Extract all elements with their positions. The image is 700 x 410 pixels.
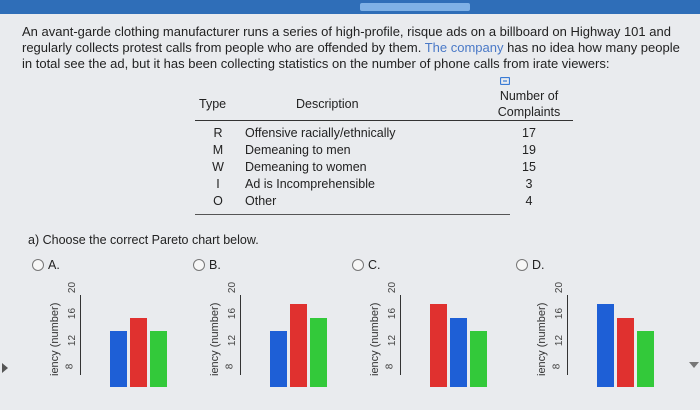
y-axis-label: iency (number) bbox=[209, 302, 221, 376]
pareto-chart-option-d[interactable]: iency (number) 20 16 12 8 bbox=[536, 281, 685, 405]
bar-blue bbox=[450, 317, 467, 387]
problem-text-highlight: The company bbox=[424, 40, 504, 55]
option-label: B. bbox=[209, 258, 221, 272]
y-tick-label: 20 bbox=[227, 281, 239, 293]
pareto-chart-option-a[interactable]: iency (number) 20 16 12 8 bbox=[49, 281, 198, 405]
table-row: R Offensive racially/ethnically 17 bbox=[213, 126, 536, 140]
option-label: D. bbox=[532, 258, 545, 272]
table-header-row: Type Description Number of Complaints bbox=[195, 88, 573, 121]
y-tick-label: 8 bbox=[224, 363, 236, 370]
bar-red bbox=[290, 304, 307, 387]
pareto-chart-option-b[interactable]: iency (number) 20 16 12 8 bbox=[209, 281, 358, 405]
y-tick-label: 12 bbox=[67, 334, 79, 346]
y-tick-label: 20 bbox=[554, 281, 566, 293]
bar-green bbox=[470, 330, 487, 387]
y-tick-label: 20 bbox=[67, 281, 79, 293]
y-axis-line bbox=[80, 295, 81, 375]
header-type: Type bbox=[199, 97, 227, 111]
option-c-radio[interactable]: C. bbox=[352, 258, 381, 272]
problem-text-part1: An avant-garde clothing manufacturer run… bbox=[22, 24, 671, 55]
scroll-down-icon[interactable] bbox=[689, 362, 699, 368]
y-axis-label: iency (number) bbox=[49, 302, 61, 376]
radio-button-icon[interactable] bbox=[516, 259, 528, 271]
y-tick-label: 8 bbox=[384, 363, 396, 370]
pareto-chart-option-c[interactable]: iency (number) 20 16 12 8 bbox=[369, 281, 518, 405]
header-description: Description bbox=[296, 97, 359, 111]
complaints-table: Type Description Number of Complaints R Of… bbox=[195, 88, 573, 210]
bar-blue bbox=[270, 330, 287, 387]
expand-table-icon[interactable] bbox=[500, 77, 510, 85]
bar-blue bbox=[597, 304, 614, 387]
problem-text: An avant-garde clothing manufacturer run… bbox=[22, 24, 687, 72]
bar-green bbox=[637, 330, 654, 387]
option-b-radio[interactable]: B. bbox=[193, 258, 221, 272]
table-row: I Ad is Incomprehensible 3 bbox=[216, 177, 533, 191]
y-axis-label: iency (number) bbox=[369, 302, 381, 376]
header-highlight bbox=[360, 3, 470, 11]
scroll-left-icon[interactable] bbox=[2, 363, 8, 373]
y-tick-label: 16 bbox=[387, 308, 399, 320]
y-tick-label: 8 bbox=[64, 363, 76, 370]
bar-blue bbox=[110, 330, 127, 387]
option-d-radio[interactable]: D. bbox=[516, 258, 545, 272]
y-tick-label: 12 bbox=[387, 334, 399, 346]
header-number: Number of Complaints bbox=[497, 89, 561, 119]
table-row: M Demeaning to men 19 bbox=[212, 143, 536, 157]
table-row: O Other 4 bbox=[213, 194, 533, 208]
y-tick-label: 16 bbox=[227, 308, 239, 320]
y-tick-label: 16 bbox=[554, 308, 566, 320]
radio-button-icon[interactable] bbox=[193, 259, 205, 271]
question-text: a) Choose the correct Pareto chart below… bbox=[28, 233, 259, 247]
option-a-radio[interactable]: A. bbox=[32, 258, 60, 272]
bar-green bbox=[150, 330, 167, 387]
y-axis-line bbox=[400, 295, 401, 375]
option-label: A. bbox=[48, 258, 60, 272]
bar-red bbox=[617, 317, 634, 387]
y-tick-label: 16 bbox=[67, 308, 79, 320]
table-row: W Demeaning to women 15 bbox=[212, 160, 536, 174]
y-tick-label: 12 bbox=[554, 334, 566, 346]
table-bottom-rule bbox=[195, 214, 510, 215]
radio-button-icon[interactable] bbox=[352, 259, 364, 271]
y-axis-line bbox=[567, 295, 568, 375]
bar-green bbox=[310, 317, 327, 387]
bar-red bbox=[430, 304, 447, 387]
y-tick-label: 8 bbox=[551, 363, 563, 370]
problem-text-part2: has no idea how many people in total see… bbox=[22, 40, 680, 71]
y-tick-label: 12 bbox=[227, 334, 239, 346]
option-label: C. bbox=[368, 258, 381, 272]
radio-button-icon[interactable] bbox=[32, 259, 44, 271]
y-axis-label: iency (number) bbox=[536, 302, 548, 376]
y-axis-line bbox=[240, 295, 241, 375]
bar-red bbox=[130, 317, 147, 387]
y-tick-label: 20 bbox=[387, 281, 399, 293]
top-header-bar bbox=[0, 0, 700, 14]
